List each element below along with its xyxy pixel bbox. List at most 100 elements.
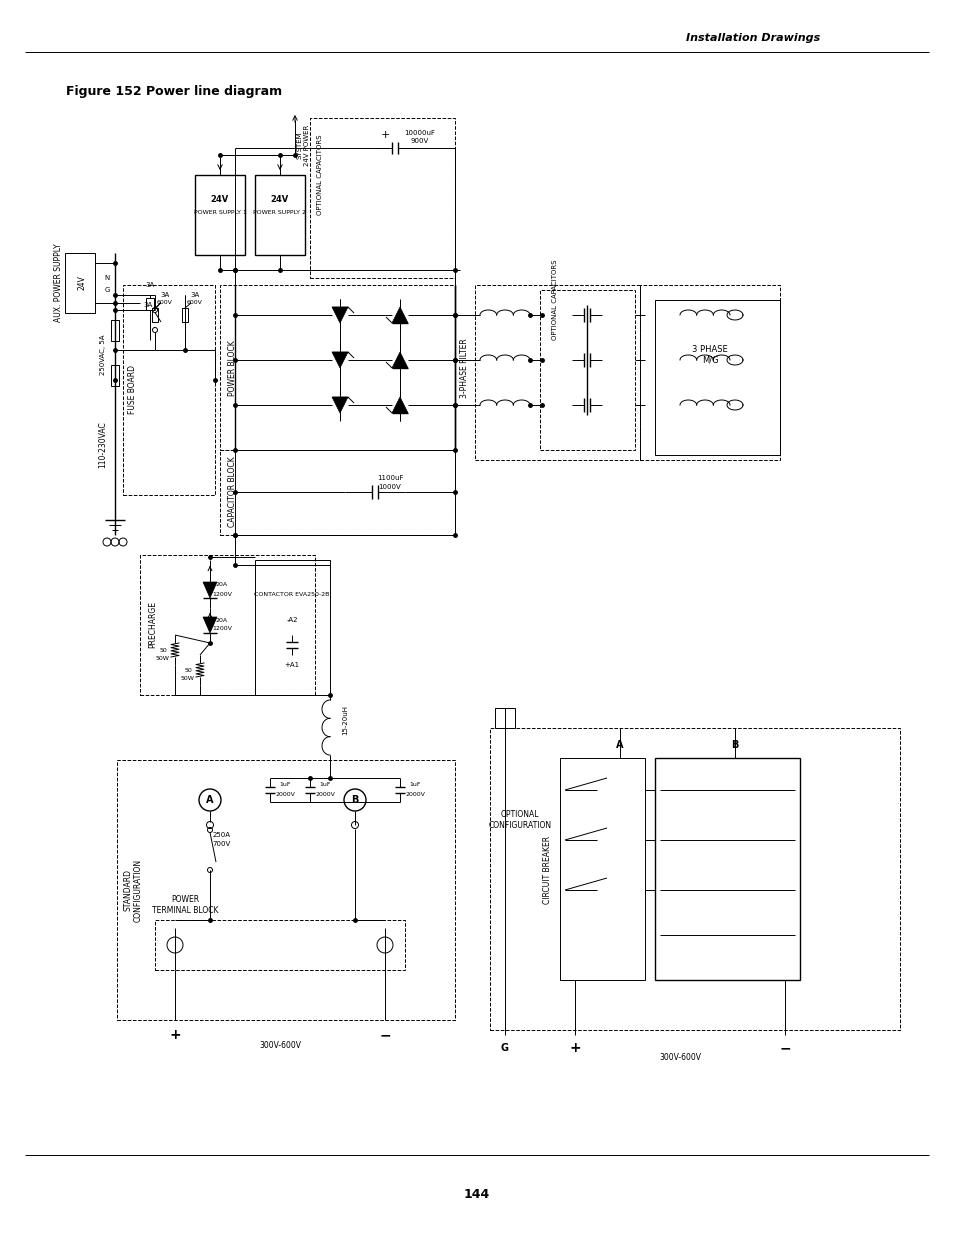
Bar [655, 300, 780, 454]
Text: 3-PHASE FILTER: 3-PHASE FILTER [460, 338, 469, 398]
Polygon shape [332, 396, 348, 412]
Text: CONTACTOR EVA250-2B: CONTACTOR EVA250-2B [254, 593, 330, 598]
Bar [111, 364, 119, 385]
Bar [182, 308, 188, 322]
Text: 1uF: 1uF [319, 783, 331, 788]
Text: 24V: 24V [271, 195, 289, 205]
Text: SYSTEM: SYSTEM [296, 131, 303, 159]
Text: G: G [500, 1044, 509, 1053]
Bar [123, 285, 214, 495]
Text: 700V: 700V [213, 841, 231, 847]
Text: 3A: 3A [143, 303, 152, 308]
Text: G: G [104, 287, 110, 293]
Text: 110-230VAC: 110-230VAC [98, 421, 108, 468]
Text: 15-20uH: 15-20uH [341, 705, 348, 735]
Text: 1000V: 1000V [378, 484, 401, 490]
Text: 2000V: 2000V [314, 793, 335, 798]
Text: A: A [206, 795, 213, 805]
Text: 1uF: 1uF [279, 783, 291, 788]
Text: 300V-600V: 300V-600V [258, 1041, 301, 1050]
Text: 600V: 600V [157, 300, 172, 305]
Text: POWER SUPPLY 1: POWER SUPPLY 1 [193, 210, 246, 215]
Text: 250VAC, 5A: 250VAC, 5A [100, 335, 106, 375]
Text: 144: 144 [463, 1188, 490, 1202]
Text: PRECHARGE: PRECHARGE [149, 601, 157, 648]
Text: 1200V: 1200V [212, 626, 232, 631]
Text: +: + [169, 1028, 181, 1042]
Polygon shape [203, 618, 216, 634]
Polygon shape [392, 396, 408, 412]
Text: CIRCUIT BREAKER: CIRCUIT BREAKER [543, 836, 552, 904]
Polygon shape [332, 352, 348, 368]
Bar [539, 290, 635, 450]
Text: 50W: 50W [181, 676, 194, 680]
Text: 24V POWER: 24V POWER [304, 125, 310, 165]
Text: Installation Drawings: Installation Drawings [685, 33, 820, 43]
Text: STANDARD
CONFIGURATION: STANDARD CONFIGURATION [123, 858, 143, 921]
Bar [65, 253, 95, 312]
Bar [254, 559, 330, 695]
Text: POWER
TERMINAL BLOCK: POWER TERMINAL BLOCK [152, 895, 218, 915]
Text: N: N [104, 275, 110, 282]
Bar [117, 760, 455, 1020]
Text: +: + [380, 130, 389, 140]
Bar [490, 727, 899, 1030]
Text: −: − [378, 1028, 391, 1042]
Text: 600V: 600V [187, 300, 203, 305]
Text: FUSE BOARD: FUSE BOARD [129, 366, 137, 415]
Bar [220, 285, 455, 450]
Text: 24V: 24V [77, 275, 87, 290]
Text: 20A: 20A [215, 618, 228, 622]
Text: B: B [351, 795, 358, 805]
Text: B: B [731, 740, 738, 750]
Text: 3A: 3A [191, 291, 199, 298]
Text: +: + [569, 1041, 580, 1055]
Text: 3A: 3A [160, 291, 170, 298]
Bar [220, 450, 455, 535]
Text: OPTIONAL CAPACITORS: OPTIONAL CAPACITORS [552, 259, 558, 341]
Text: POWER BLOCK: POWER BLOCK [229, 340, 237, 396]
Text: POWER SUPPLY 2: POWER SUPPLY 2 [253, 210, 306, 215]
Bar [111, 320, 119, 341]
Text: A: A [616, 740, 623, 750]
Bar [495, 708, 515, 727]
Polygon shape [392, 308, 408, 324]
Text: 20A: 20A [215, 583, 228, 588]
Bar [254, 175, 305, 254]
Bar [559, 758, 644, 981]
Text: +A1: +A1 [284, 662, 299, 668]
Text: 50: 50 [184, 667, 192, 673]
Text: 2000V: 2000V [405, 793, 424, 798]
Polygon shape [332, 308, 348, 324]
Text: 250A: 250A [213, 832, 231, 839]
Bar [146, 298, 153, 310]
Bar [194, 175, 245, 254]
Text: OPTIONAL
CONFIGURATION: OPTIONAL CONFIGURATION [488, 810, 551, 830]
Bar [152, 308, 158, 322]
Text: 300V-600V: 300V-600V [659, 1053, 700, 1062]
Text: 2000V: 2000V [274, 793, 294, 798]
Bar [310, 119, 455, 278]
Text: Figure 152 Power line diagram: Figure 152 Power line diagram [66, 85, 282, 99]
Text: 1100uF: 1100uF [376, 475, 403, 480]
Bar [140, 555, 314, 695]
Bar [655, 758, 800, 981]
Text: AUX. POWER SUPPLY: AUX. POWER SUPPLY [53, 243, 63, 322]
Polygon shape [392, 352, 408, 368]
Text: 1200V: 1200V [212, 592, 232, 597]
Text: 900V: 900V [411, 138, 429, 144]
Text: −: − [779, 1041, 790, 1055]
Text: 3 PHASE
M/G: 3 PHASE M/G [691, 346, 727, 364]
Text: 1uF: 1uF [409, 783, 420, 788]
Text: 50: 50 [159, 647, 167, 652]
Text: 24V: 24V [211, 195, 229, 205]
Text: 50W: 50W [156, 656, 170, 661]
Text: 3A: 3A [145, 282, 154, 288]
Bar [475, 285, 639, 459]
Text: -A2: -A2 [286, 618, 297, 622]
Text: OPTIONAL CAPACITORS: OPTIONAL CAPACITORS [316, 135, 323, 215]
Text: 10000uF: 10000uF [404, 130, 435, 136]
Bar [154, 920, 405, 969]
Polygon shape [203, 582, 216, 598]
Bar [639, 285, 780, 459]
